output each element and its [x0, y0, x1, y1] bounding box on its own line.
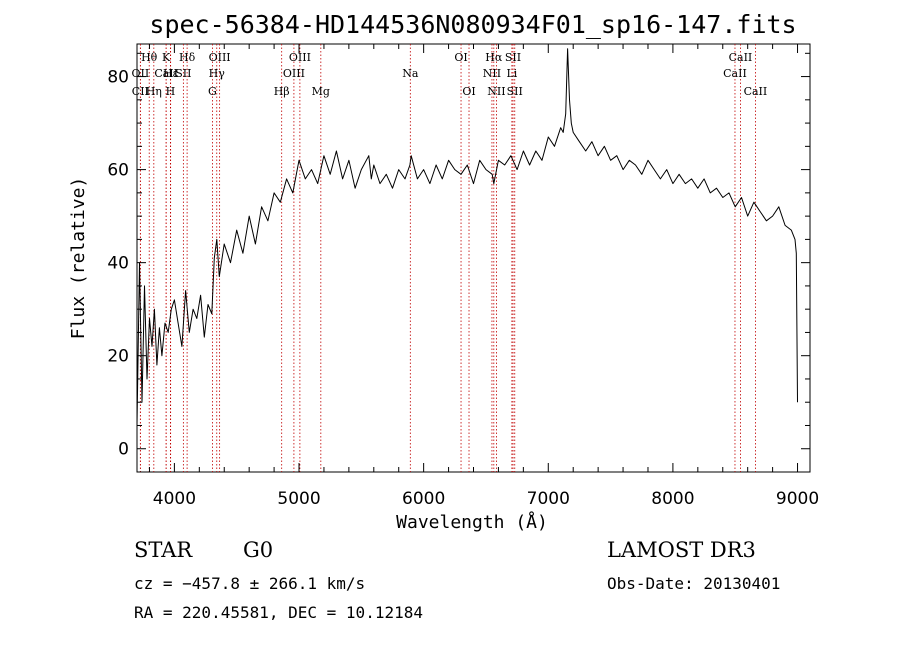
- spectral-lines-layer: [139, 44, 756, 472]
- x-tick-label: 9000: [776, 489, 819, 509]
- spectral-line-label: OIII: [283, 67, 305, 80]
- object-class: STAR: [134, 538, 193, 562]
- spectral-line-label: OI: [462, 85, 475, 98]
- spectral-line-label: CaII: [744, 85, 768, 98]
- coordinates: RA = 220.45581, DEC = 10.12184: [134, 603, 423, 622]
- plot-frame: [136, 43, 811, 473]
- x-tick-label: 5000: [277, 489, 320, 509]
- y-tick-label: 40: [107, 254, 129, 274]
- x-tick-label: 4000: [153, 489, 196, 509]
- spectral-line-label: OI: [454, 51, 467, 64]
- spectral-line-label: H: [166, 85, 176, 98]
- spectral-line-label: OIII: [289, 51, 311, 64]
- x-tick-label: 8000: [651, 489, 694, 509]
- survey-name: LAMOST DR3: [607, 538, 756, 562]
- spectral-line-label: Hγ: [209, 67, 226, 80]
- spectral-line-label: SII: [505, 51, 521, 64]
- spectral-line-label: NII: [483, 67, 501, 80]
- spectral-line-label: Hη: [146, 85, 162, 98]
- y-tick-label: 60: [107, 161, 129, 181]
- spectral-line-label: CaII: [729, 51, 753, 64]
- ticks-layer: 4000 5000 6000 7000 8000 9000 0 20 40 60 80: [107, 44, 819, 509]
- redshift-velocity: cz = −457.8 ± 266.1 km/s: [134, 574, 366, 593]
- spectral-line-label: SII: [507, 85, 523, 98]
- x-tick-label: 6000: [402, 489, 445, 509]
- spectral-line-label: Mg: [312, 85, 330, 98]
- spectral-line-label: Hε: [163, 67, 179, 80]
- spectral-line-label: CaII: [154, 67, 178, 80]
- spectral-line-label: Hδ: [179, 51, 196, 64]
- x-axis-label: Wavelength (Å): [396, 511, 548, 533]
- series-line: [136, 48, 798, 426]
- x-tick-label: 7000: [527, 489, 570, 509]
- spectral-line-label: OIII: [209, 51, 231, 64]
- y-tick-label: 20: [107, 347, 129, 367]
- observation-date: Obs-Date: 20130401: [607, 574, 781, 593]
- spectral-line-label: G: [208, 85, 217, 98]
- y-tick-label: 80: [107, 68, 129, 88]
- spectral-line-label: CII: [132, 85, 149, 98]
- y-tick-label: 0: [118, 440, 129, 460]
- spectral-line-label: K: [162, 51, 171, 64]
- spectral-line-label: SII: [175, 67, 191, 80]
- spectral-line-label: NII: [487, 85, 505, 98]
- series-layer: [136, 48, 798, 426]
- spectral-line-label: Hθ: [141, 51, 158, 64]
- chart-title: spec-56384-HD144536N080934F01_sp16-147.f…: [149, 10, 796, 39]
- y-axis-label: Flux (relative): [68, 177, 89, 340]
- spectral-line-label: CaII: [723, 67, 747, 80]
- spectral-line-label: Hα: [485, 51, 503, 64]
- spectral-line-label: OII: [132, 67, 150, 80]
- spectral-line-label: Na: [402, 67, 419, 80]
- object-subclass: G0: [243, 538, 274, 562]
- spectral-line-label: Li: [506, 67, 517, 80]
- spectral-line-label: Hβ: [274, 85, 290, 98]
